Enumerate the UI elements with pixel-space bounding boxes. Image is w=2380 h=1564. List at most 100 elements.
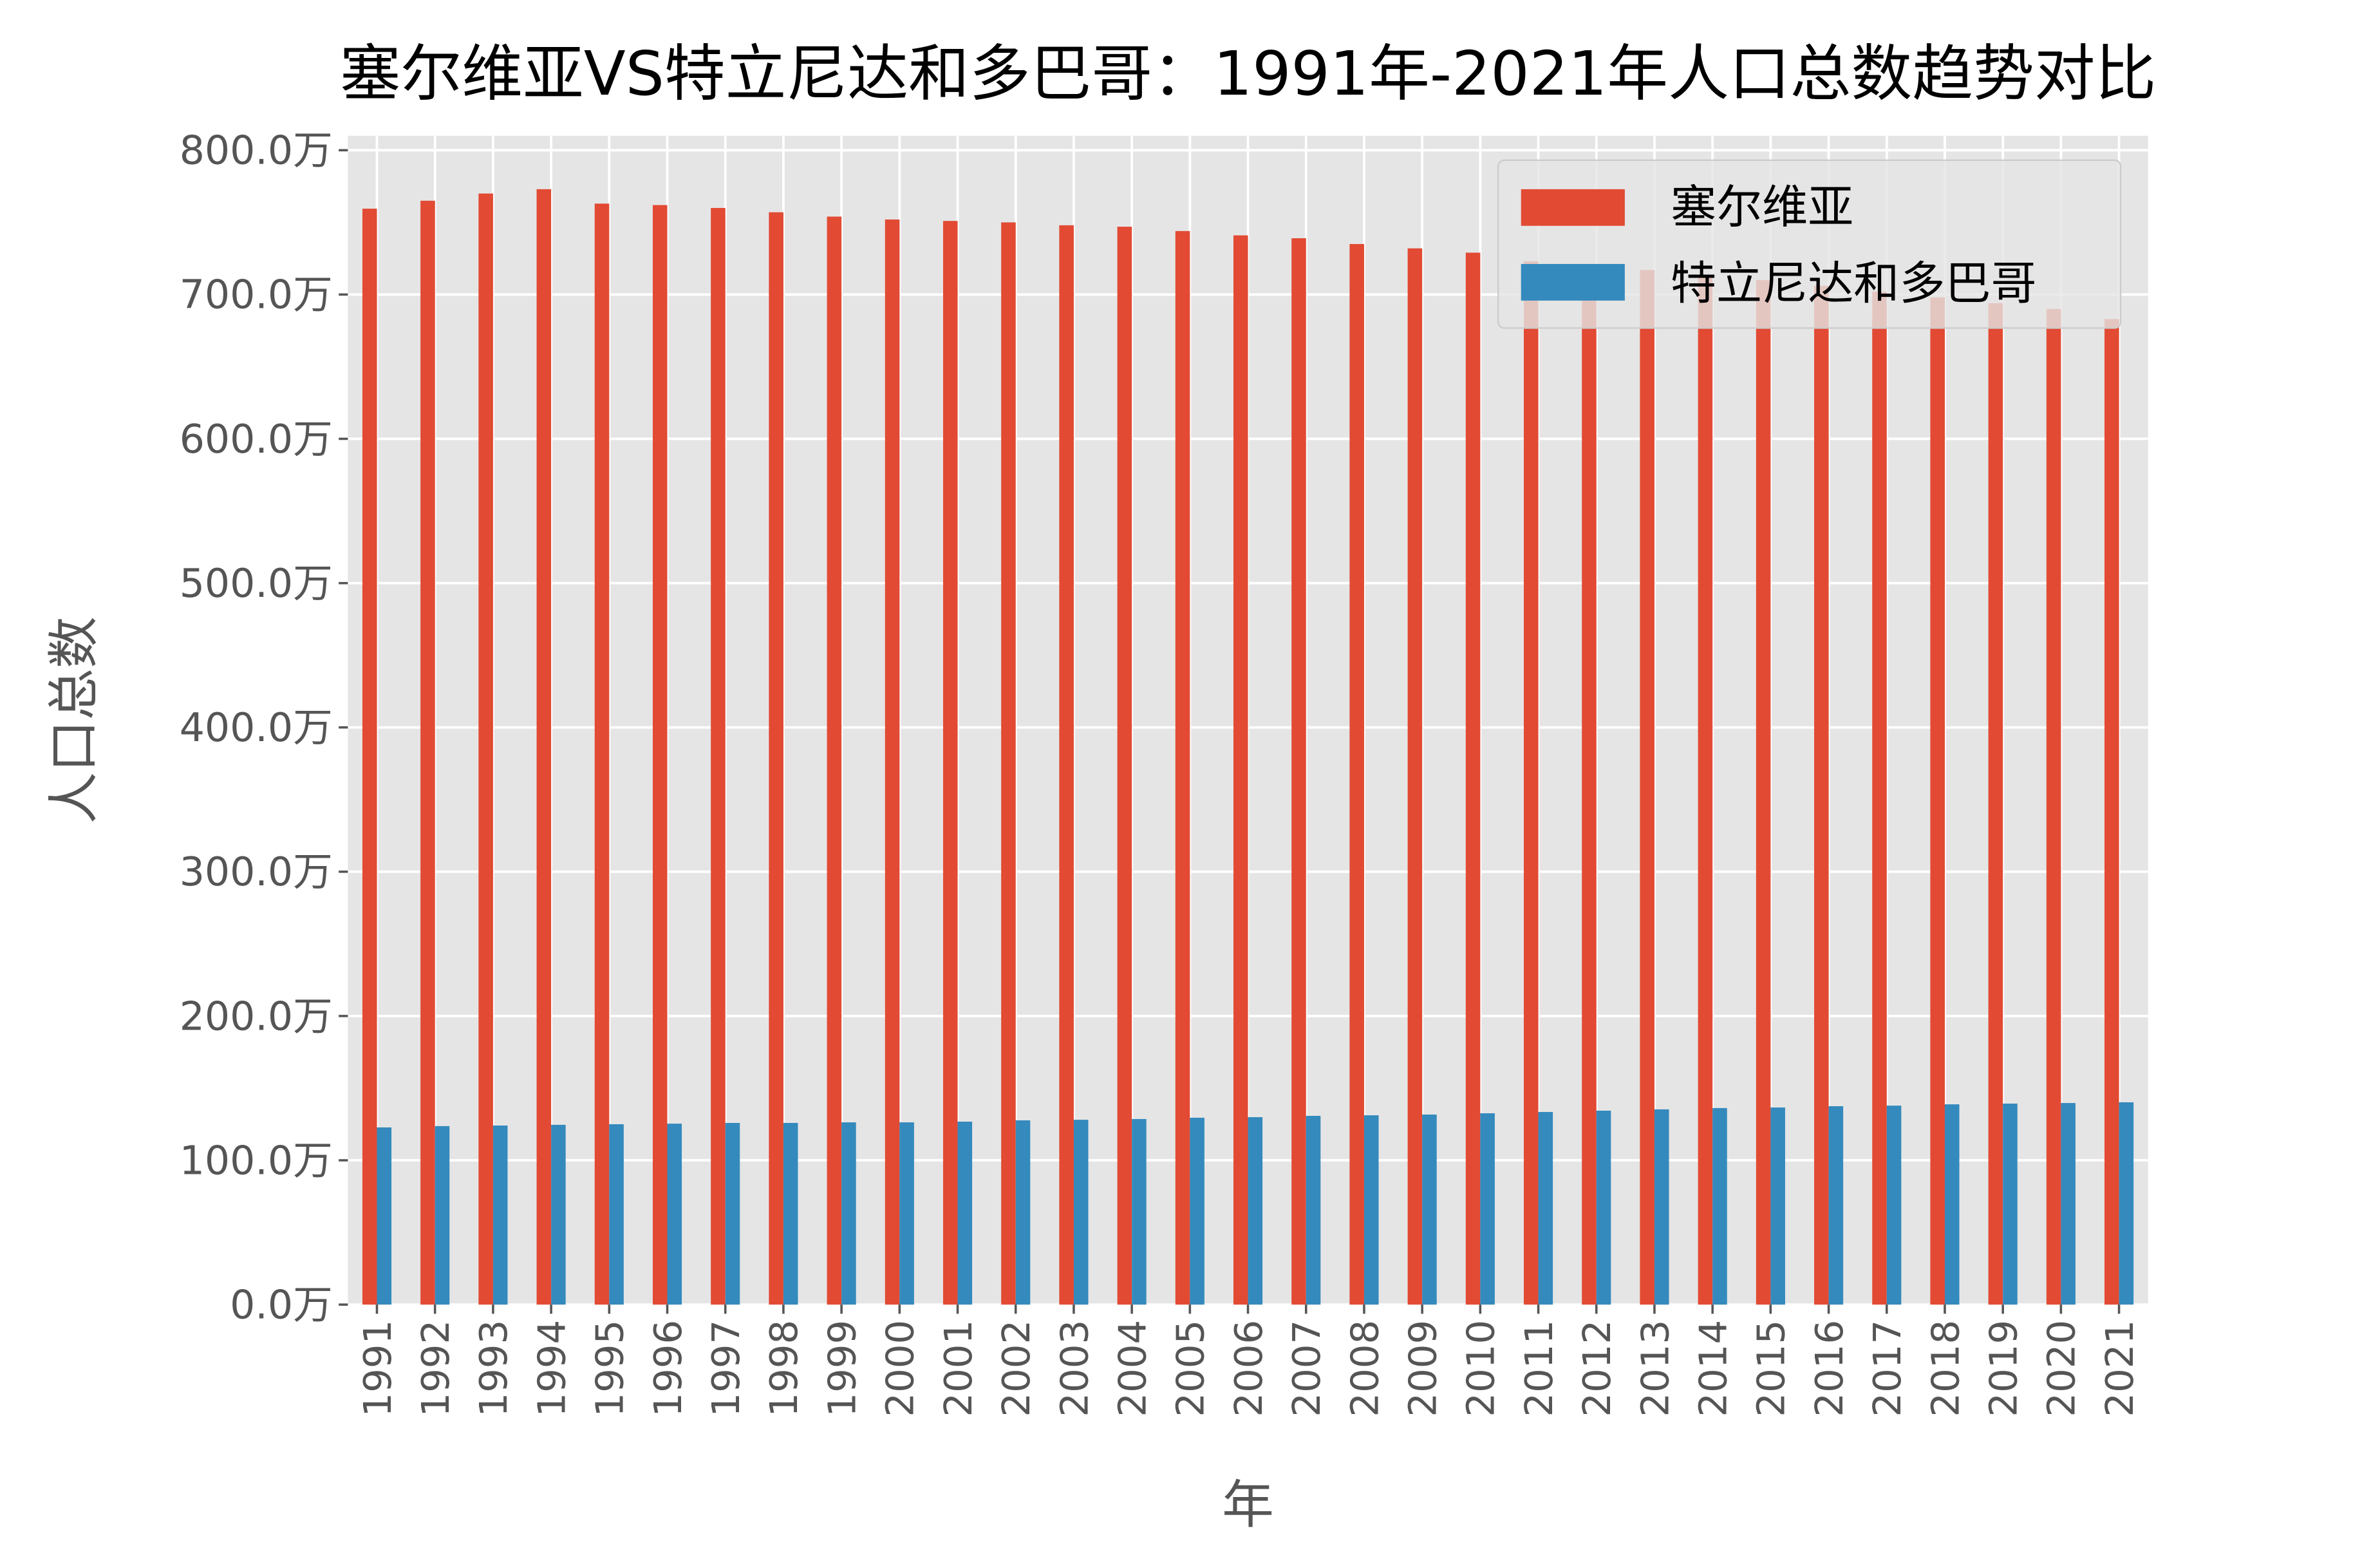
bar-serbia-2019	[1988, 303, 2003, 1305]
y-tick-label: 400.0万	[180, 704, 333, 751]
y-tick-label: 500.0万	[180, 560, 333, 607]
bar-serbia-1992	[420, 200, 435, 1305]
x-tick-label: 2019	[1982, 1320, 2026, 1417]
bar-serbia-1993	[478, 193, 493, 1305]
bar-trinidad-2006	[1248, 1117, 1263, 1305]
legend-box	[1497, 159, 2122, 329]
bar-serbia-2005	[1175, 231, 1190, 1305]
x-axis-label: 年	[1222, 1475, 1274, 1536]
bar-trinidad-2007	[1306, 1116, 1321, 1305]
y-tick-label: 0.0万	[230, 1281, 333, 1328]
legend-label-serbia: 塞尔维亚	[1671, 180, 1853, 234]
bar-trinidad-2001	[957, 1121, 973, 1305]
y-axis-label: 人口总数	[44, 616, 104, 824]
bar-serbia-2011	[1524, 261, 1539, 1305]
bar-serbia-2002	[1001, 222, 1016, 1305]
bar-serbia-2003	[1059, 225, 1074, 1305]
bar-serbia-2012	[1582, 265, 1597, 1305]
bar-trinidad-2010	[1480, 1113, 1495, 1305]
bar-serbia-2014	[1698, 276, 1713, 1305]
legend-swatch-trinidad	[1521, 263, 1625, 301]
bar-trinidad-2002	[1015, 1120, 1031, 1305]
bar-trinidad-1998	[783, 1122, 798, 1305]
bar-serbia-2010	[1465, 252, 1481, 1305]
y-tick-label: 100.0万	[180, 1137, 333, 1183]
x-tick-label: 1993	[471, 1320, 516, 1417]
bar-trinidad-2015	[1770, 1107, 1785, 1305]
bar-serbia-2017	[1872, 291, 1887, 1305]
bars	[362, 189, 2134, 1305]
bar-trinidad-2009	[1422, 1114, 1437, 1305]
x-tick-label: 2000	[878, 1320, 923, 1417]
x-tick-label: 1994	[529, 1320, 574, 1417]
bar-serbia-2004	[1117, 227, 1132, 1305]
bar-serbia-1994	[536, 189, 552, 1305]
x-tick-label: 1991	[355, 1320, 400, 1417]
bar-serbia-2009	[1407, 248, 1423, 1305]
bar-serbia-2021	[2104, 319, 2119, 1305]
legend: 塞尔维亚 特立尼达和多巴哥	[1497, 159, 2122, 329]
legend-label-trinidad: 特立尼达和多巴哥	[1671, 256, 2037, 310]
bar-trinidad-2017	[1886, 1106, 1902, 1305]
y-axis: 0.0万 100.0万 200.0万 300.0万 400.0万 500.0万 600.0万…	[180, 127, 348, 1328]
x-tick-label: 2005	[1168, 1320, 1213, 1417]
bar-serbia-2001	[942, 221, 958, 1305]
bar-serbia-1997	[711, 207, 726, 1305]
bar-serbia-2006	[1233, 235, 1248, 1305]
x-tick-label: 2007	[1284, 1320, 1329, 1417]
x-tick-label: 2012	[1575, 1320, 1619, 1417]
bar-trinidad-2004	[1132, 1118, 1147, 1305]
bar-trinidad-1995	[609, 1124, 624, 1305]
bar-serbia-2020	[2046, 308, 2061, 1305]
bar-serbia-2015	[1756, 280, 1771, 1305]
bar-trinidad-2020	[2061, 1103, 2075, 1305]
x-tick-label: 2013	[1633, 1320, 1677, 1417]
x-tick-label: 2006	[1226, 1320, 1271, 1417]
bar-trinidad-2008	[1363, 1115, 1379, 1305]
bar-serbia-2000	[885, 219, 900, 1305]
x-tick-label: 2011	[1517, 1320, 1561, 1417]
x-tick-label: 2002	[994, 1320, 1038, 1417]
bar-serbia-1991	[362, 209, 377, 1305]
x-tick-label: 2009	[1400, 1320, 1445, 1417]
x-tick-label: 2001	[936, 1320, 980, 1417]
x-tick-label: 2016	[1807, 1320, 1851, 1417]
bar-trinidad-1992	[435, 1126, 450, 1305]
x-tick-label: 2017	[1865, 1320, 1909, 1417]
x-tick-label: 2018	[1923, 1320, 1967, 1417]
bar-trinidad-2016	[1828, 1106, 1844, 1305]
bar-serbia-2013	[1640, 270, 1654, 1305]
bar-trinidad-2000	[899, 1122, 914, 1305]
x-tick-label: 1992	[413, 1320, 458, 1417]
y-tick-label: 800.0万	[180, 127, 333, 174]
bar-trinidad-2005	[1190, 1117, 1204, 1305]
x-tick-label: 2010	[1459, 1320, 1503, 1417]
x-tick-label: 1995	[588, 1320, 632, 1417]
x-tick-label: 2021	[2097, 1320, 2142, 1417]
x-tick-label: 1996	[646, 1320, 690, 1417]
y-tick-label: 700.0万	[180, 272, 333, 318]
x-tick-label: 1998	[762, 1320, 806, 1417]
x-tick-label: 1997	[704, 1320, 748, 1417]
x-axis: 1991 1992 1993 1994 1995 1996 1997 1998 1999 2000…	[355, 1305, 2142, 1417]
bar-trinidad-2014	[1712, 1107, 1727, 1305]
bar-serbia-1999	[827, 216, 842, 1305]
legend-swatch-serbia	[1521, 189, 1625, 226]
bar-trinidad-1997	[725, 1122, 740, 1305]
bar-trinidad-2019	[2003, 1103, 2018, 1305]
bar-serbia-2008	[1349, 243, 1364, 1305]
x-tick-label: 2014	[1691, 1320, 1736, 1417]
bar-serbia-1995	[594, 203, 610, 1305]
bar-trinidad-2018	[1944, 1104, 1960, 1305]
bar-serbia-2018	[1930, 297, 1945, 1305]
bar-serbia-1996	[652, 205, 668, 1305]
x-tick-label: 1999	[820, 1320, 864, 1417]
x-tick-label: 2003	[1052, 1320, 1096, 1417]
x-tick-label: 2004	[1110, 1320, 1154, 1417]
bar-serbia-1998	[769, 212, 783, 1305]
bar-trinidad-2011	[1538, 1111, 1553, 1305]
y-tick-label: 200.0万	[180, 993, 333, 1039]
y-tick-label: 600.0万	[180, 416, 333, 462]
bar-trinidad-2021	[2119, 1102, 2134, 1305]
